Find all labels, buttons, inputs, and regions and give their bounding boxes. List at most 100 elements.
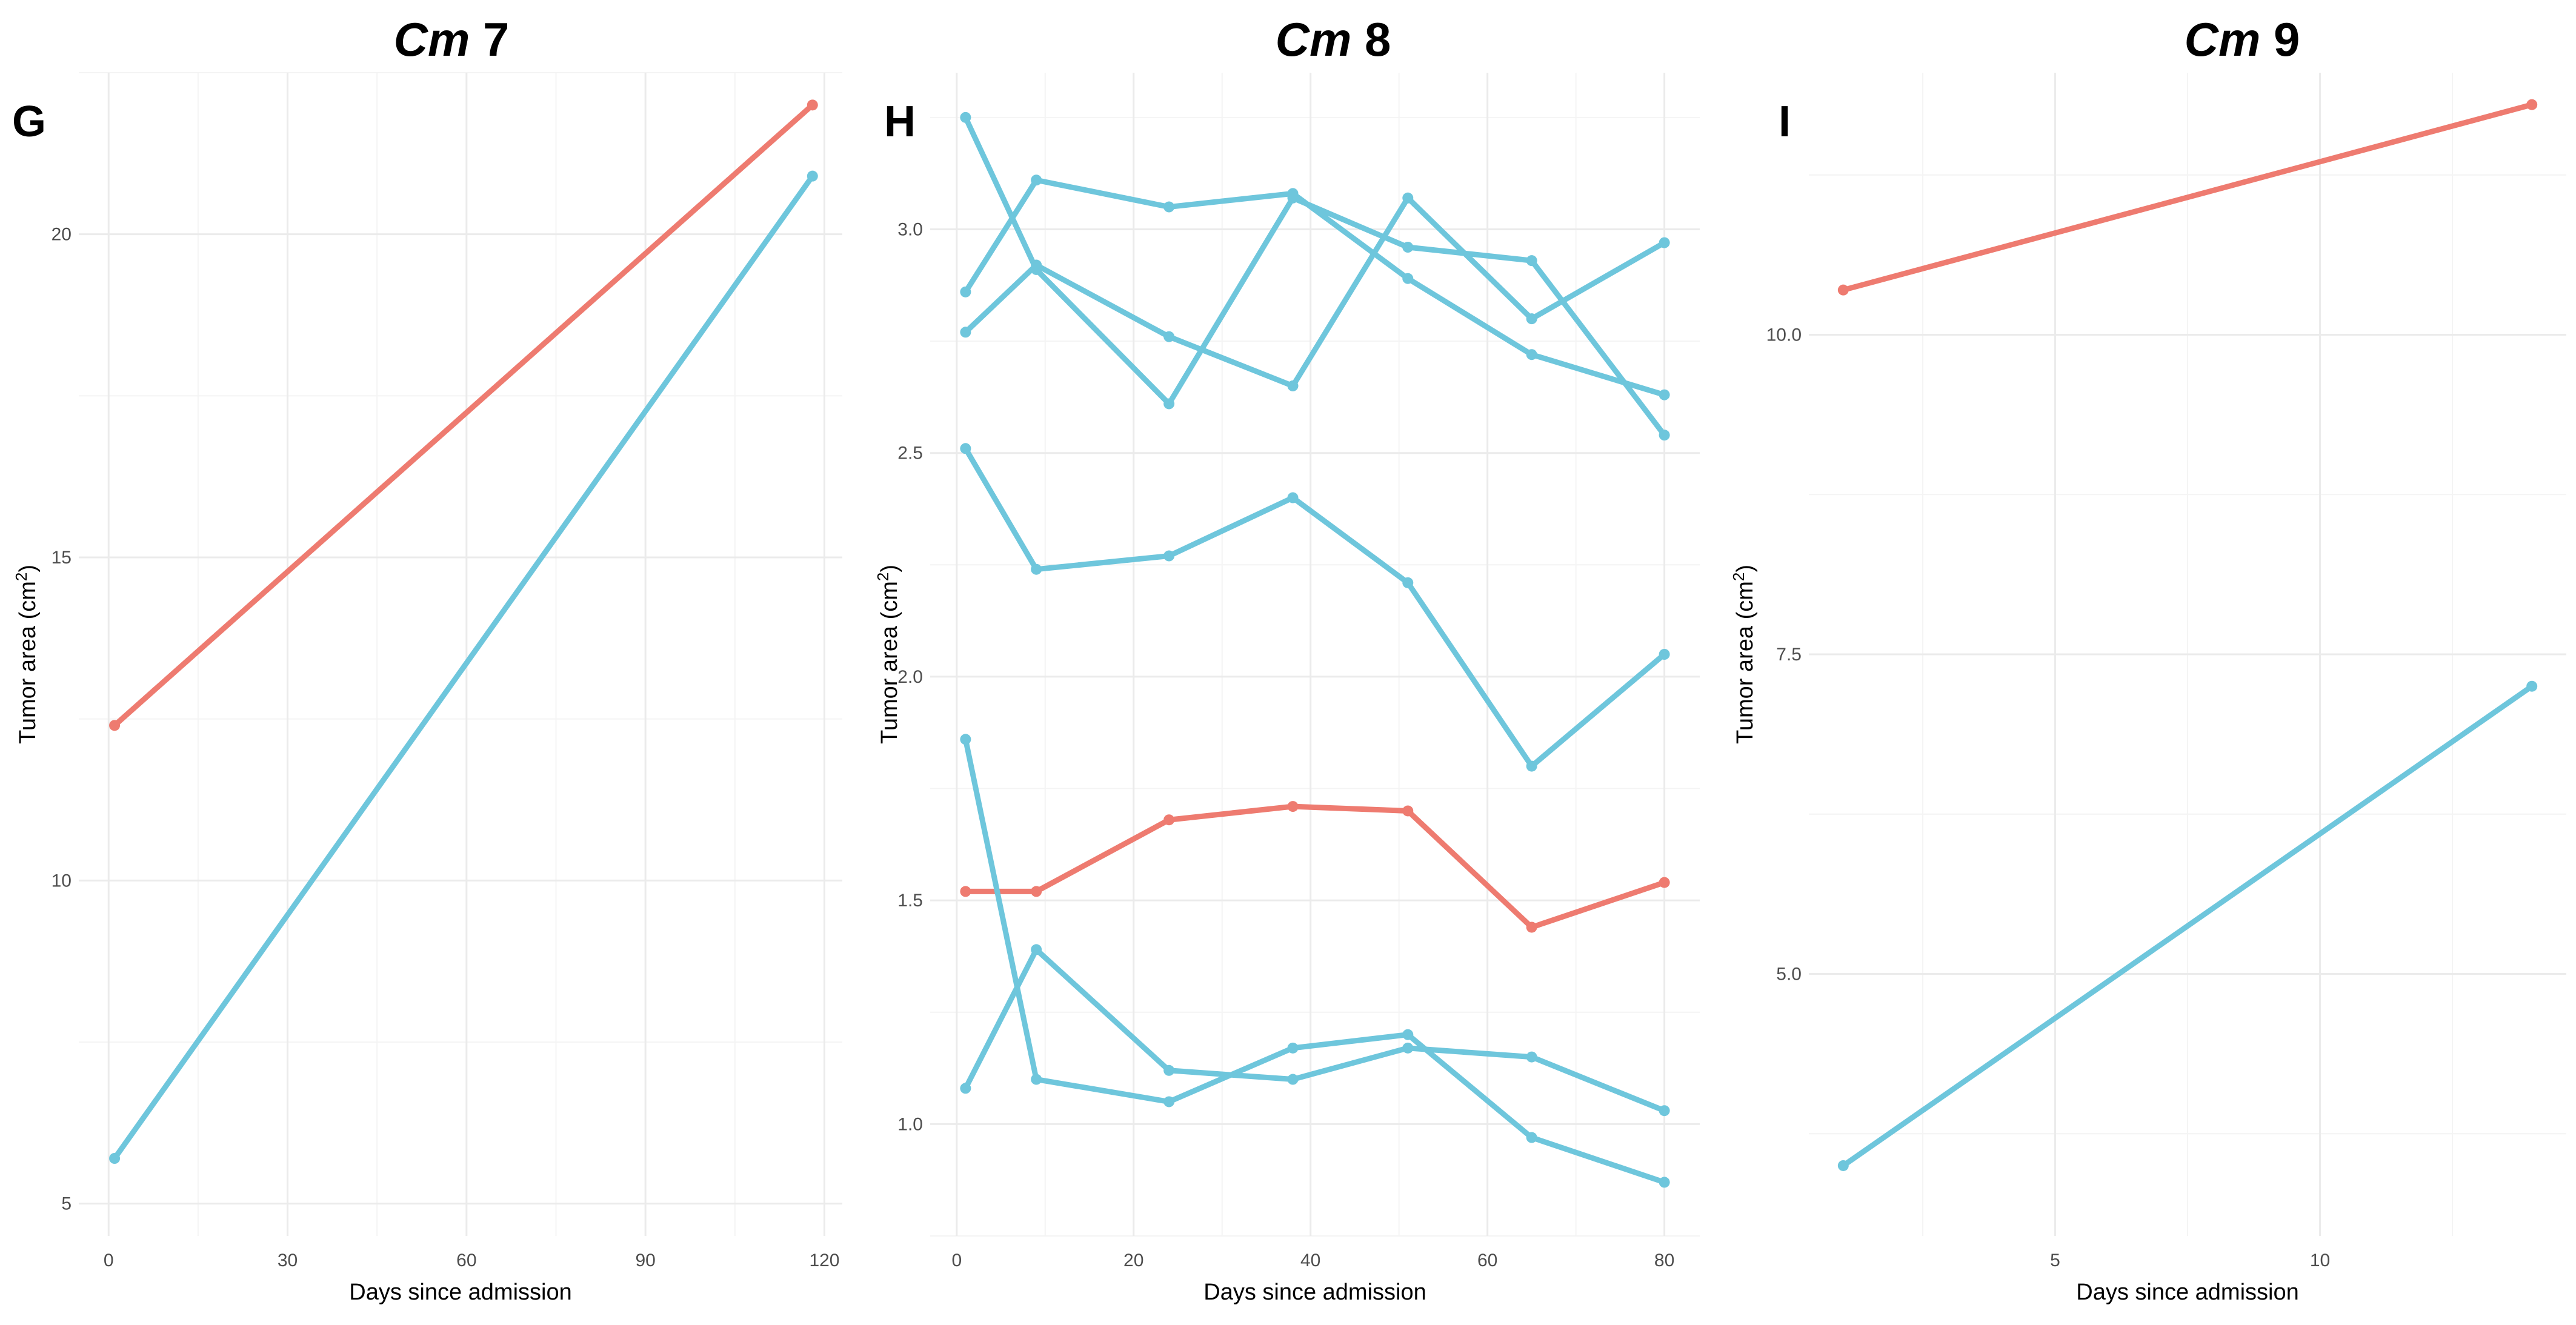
chart-panel-h: 0 20 40 60 80 1.0 1.5 2.0 2.5 3.0 Cm 8 H Days since … — [854, 0, 1715, 1325]
data-point-blue — [1402, 192, 1414, 204]
data-point-blue — [1031, 563, 1042, 575]
panel-title-italic: Cm — [2185, 13, 2261, 66]
y-tick-label: 10.0 — [1766, 325, 1802, 345]
data-point-red — [960, 886, 971, 897]
data-point-blue — [1402, 273, 1414, 284]
y-tick-label: 7.5 — [1776, 645, 1802, 665]
panel-title-italic: Cm — [394, 13, 470, 66]
y-tick-label: 5.0 — [1776, 964, 1802, 984]
series-line-red — [962, 803, 1668, 930]
chart-panel-g: 0 30 60 90 120 5 10 15 20 Cm 7 G Days since admissi… — [0, 0, 854, 1325]
y-axis-label-superscript: 2 — [874, 573, 892, 581]
data-point-blue — [1837, 1160, 1849, 1171]
data-point-blue — [1163, 201, 1175, 213]
data-point-blue — [1402, 242, 1414, 253]
y-tick-label: 15 — [52, 548, 72, 568]
series-line-red — [1840, 102, 2535, 293]
series-line-blue — [962, 195, 1668, 389]
y-axis-label-end: ) — [15, 565, 41, 573]
x-axis-label: Days since admission — [1203, 1280, 1426, 1305]
y-axis-label-text: Tumor area (cm — [1732, 581, 1758, 744]
series-line-blue — [962, 177, 1668, 398]
y-tick-label: 10 — [52, 871, 72, 891]
data-point-blue — [960, 734, 971, 745]
data-point-blue — [807, 170, 818, 182]
data-point-blue — [1526, 349, 1537, 360]
data-point-blue — [960, 443, 971, 454]
data-point-red — [1287, 801, 1299, 812]
data-point-blue — [1659, 389, 1670, 400]
data-point-blue — [1031, 944, 1042, 955]
data-point-blue — [1659, 430, 1670, 441]
data-point-blue — [1659, 1177, 1670, 1188]
panel-title-number: 9 — [2260, 13, 2300, 66]
data-point-blue — [1163, 1064, 1175, 1076]
y-axis-label: Tumor area (cm2) — [874, 565, 902, 744]
x-axis-label: Days since admission — [349, 1280, 571, 1305]
x-tick-label: 0 — [104, 1250, 114, 1270]
data-point-red — [1163, 814, 1175, 826]
data-point-blue — [1526, 760, 1537, 772]
x-tick-label: 60 — [456, 1250, 476, 1270]
series-line-blue — [111, 173, 816, 1161]
data-point-red — [1659, 877, 1670, 888]
data-point-blue — [960, 111, 971, 123]
data-point-red — [1402, 805, 1414, 817]
data-point-blue — [1402, 1042, 1414, 1054]
x-tick-label: 30 — [278, 1250, 298, 1270]
x-tick-label: 5 — [2050, 1250, 2060, 1270]
panel-title-italic: Cm — [1276, 13, 1352, 66]
data-point-blue — [1031, 259, 1042, 271]
data-point-blue — [1659, 1105, 1670, 1117]
y-axis-label-superscript: 2 — [1729, 573, 1748, 581]
data-point-blue — [1287, 188, 1299, 199]
y-axis-label: Tumor area (cm2) — [12, 565, 41, 744]
data-point-blue — [1526, 1051, 1537, 1063]
y-tick-label: 20 — [52, 225, 72, 245]
x-axis-label: Days since admission — [2076, 1280, 2298, 1305]
data-point-blue — [1163, 398, 1175, 410]
series-line-blue — [962, 445, 1668, 769]
data-point-blue — [1163, 1096, 1175, 1107]
panel-title-number: 8 — [1351, 13, 1391, 66]
data-point-blue — [1163, 550, 1175, 562]
chart-svg-h: 0 20 40 60 80 1.0 1.5 2.0 2.5 3.0 Cm 8 H Days since … — [874, 13, 1700, 1305]
data-point-blue — [1287, 380, 1299, 391]
x-tick-label: 80 — [1654, 1250, 1674, 1270]
data-point-red — [1031, 886, 1042, 897]
x-tick-label: 10 — [2310, 1250, 2330, 1270]
x-tick-label: 20 — [1123, 1250, 1143, 1270]
data-point-red — [1837, 284, 1849, 296]
data-point-blue — [1287, 1074, 1299, 1085]
data-point-red — [2526, 99, 2538, 110]
x-tick-label: 90 — [635, 1250, 655, 1270]
x-tick-label: 40 — [1300, 1250, 1320, 1270]
y-axis-label-end: ) — [877, 565, 902, 573]
data-point-red — [807, 99, 818, 111]
data-point-blue — [109, 1153, 121, 1164]
y-tick-label: 2.0 — [897, 667, 923, 687]
y-axis-label-text: Tumor area (cm — [877, 581, 902, 744]
data-point-red — [1526, 922, 1537, 933]
y-tick-label: 3.0 — [897, 219, 923, 239]
data-point-blue — [1526, 255, 1537, 267]
data-point-blue — [960, 286, 971, 297]
data-point-blue — [960, 327, 971, 338]
y-tick-label: 2.5 — [897, 443, 923, 463]
panel-letter: H — [884, 98, 916, 146]
y-tick-label: 5 — [61, 1194, 72, 1214]
data-point-blue — [1659, 649, 1670, 660]
data-point-blue — [2526, 680, 2538, 692]
panel-title-number: 7 — [470, 13, 509, 66]
y-axis-label-superscript: 2 — [12, 573, 30, 581]
data-point-blue — [1402, 577, 1414, 588]
panel-title: Cm 9 — [2185, 13, 2300, 66]
x-tick-label: 60 — [1477, 1250, 1497, 1270]
y-axis-label-end: ) — [1732, 565, 1758, 573]
x-tick-label: 0 — [951, 1250, 962, 1270]
y-tick-label: 1.0 — [897, 1114, 923, 1134]
y-tick-label: 1.5 — [897, 891, 923, 911]
chart-panel-i: 5 10 5.0 7.5 10.0 Cm 9 I Days since admission Tu… — [1715, 0, 2576, 1325]
data-point-blue — [1526, 313, 1537, 325]
panel-title: Cm 7 — [394, 13, 510, 66]
